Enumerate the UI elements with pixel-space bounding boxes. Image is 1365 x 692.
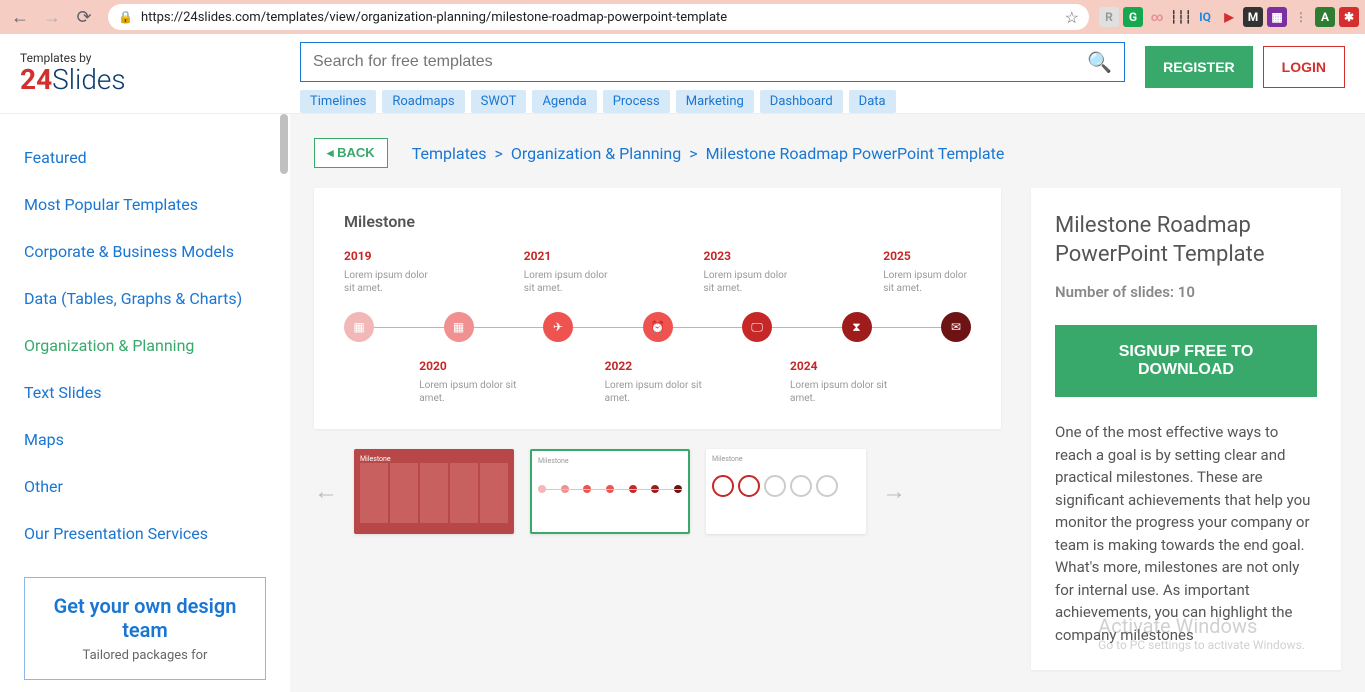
login-button[interactable]: LOGIN [1263, 46, 1345, 88]
timeline-dot: ✉ [941, 312, 971, 342]
sidebar: FeaturedMost Popular TemplatesCorporate … [0, 114, 290, 692]
extension-icon[interactable]: ┆┆┆ [1171, 7, 1191, 27]
back-button[interactable]: ◂ BACK [314, 138, 388, 168]
milestone-item: 2022Lorem ipsum dolor sit amet. [605, 359, 715, 405]
template-description: One of the most effective ways to reach … [1055, 421, 1317, 646]
search-icon[interactable]: 🔍 [1087, 50, 1112, 74]
extension-icon[interactable]: G [1123, 7, 1143, 27]
extension-icon[interactable]: ✱ [1339, 7, 1359, 27]
breadcrumb-category[interactable]: Organization & Planning [511, 144, 681, 163]
browser-chrome: ← → ⟳ 🔒 https://24slides.com/templates/v… [0, 0, 1365, 34]
search-input[interactable] [313, 53, 1087, 71]
search-tag[interactable]: Process [603, 90, 670, 113]
extension-icon[interactable]: R [1099, 7, 1119, 27]
extension-icon[interactable]: ∞ [1147, 7, 1167, 27]
main-content: ◂ BACK Templates > Organization & Planni… [290, 114, 1365, 692]
slide-count: Number of slides: 10 [1055, 283, 1317, 301]
top-row: ◂ BACK Templates > Organization & Planni… [314, 138, 1341, 168]
timeline-dot: ▦ [344, 312, 374, 342]
timeline-dot: ⧗ [842, 312, 872, 342]
slide-thumbnail[interactable]: Milestone [530, 449, 690, 534]
preview-column: Milestone 2019Lorem ipsum dolor sit amet… [314, 188, 1001, 670]
auth-buttons: REGISTER LOGIN [1145, 34, 1345, 88]
register-button[interactable]: REGISTER [1145, 46, 1253, 88]
lock-icon: 🔒 [118, 10, 133, 24]
extension-icon[interactable]: ▶ [1219, 7, 1239, 27]
breadcrumb: Templates > Organization & Planning > Mi… [412, 144, 1005, 163]
milestone-item: 2025Lorem ipsum dolor sit amet. [883, 249, 971, 295]
site-header: Templates by 24Slides 🔍 Timelines Roadmap… [0, 34, 1365, 114]
signup-download-button[interactable]: SIGNUP FREE TO DOWNLOAD [1055, 325, 1317, 397]
thumb-next[interactable]: → [882, 477, 906, 506]
search-tag[interactable]: Marketing [676, 90, 754, 113]
extension-icon[interactable]: M [1243, 7, 1263, 27]
content-row: Milestone 2019Lorem ipsum dolor sit amet… [314, 188, 1341, 670]
sidebar-item[interactable]: Most Popular Templates [24, 181, 266, 228]
page-body: FeaturedMost Popular TemplatesCorporate … [0, 114, 1365, 692]
extension-icon[interactable]: ▦ [1267, 7, 1287, 27]
slide-title: Milestone [344, 212, 971, 231]
milestone-item: 2024Lorem ipsum dolor sit amet. [790, 359, 900, 405]
cta-title: Get your own design team [41, 594, 249, 642]
search-tag[interactable]: Timelines [300, 90, 376, 113]
search-column: 🔍 Timelines Roadmaps SWOTAgenda Process Mark… [300, 34, 1125, 113]
search-tag[interactable]: SWOT [471, 90, 527, 113]
preview-slide: Milestone 2019Lorem ipsum dolor sit amet… [314, 188, 1001, 429]
back-arrow[interactable]: ← [6, 3, 34, 31]
breadcrumb-templates[interactable]: Templates [412, 144, 487, 163]
cta-subtitle: Tailored packages for [41, 648, 249, 663]
timeline-dot: ▦ [444, 312, 474, 342]
search-tag[interactable]: Dashboard [760, 90, 843, 113]
thumb-prev[interactable]: ← [314, 477, 338, 506]
cta-box[interactable]: Get your own design team Tailored packag… [24, 577, 266, 680]
sidebar-item[interactable]: Data (Tables, Graphs & Charts) [24, 275, 266, 322]
search-box[interactable]: 🔍 [300, 42, 1125, 82]
slide-thumbnail[interactable]: Milestone [706, 449, 866, 534]
timeline-dot: 🖵 [742, 312, 772, 342]
breadcrumb-current: Milestone Roadmap PowerPoint Template [706, 144, 1005, 163]
forward-arrow[interactable]: → [38, 3, 66, 31]
sidebar-item[interactable]: Other [24, 463, 266, 510]
extension-icon[interactable]: ⋮ [1291, 7, 1311, 27]
sidebar-item[interactable]: Maps [24, 416, 266, 463]
sidebar-item[interactable]: Organization & Planning [24, 322, 266, 369]
sidebar-item[interactable]: Our Presentation Services [24, 510, 266, 557]
sidebar-item[interactable]: Featured [24, 134, 266, 181]
slide-thumbnail[interactable]: Milestone [354, 449, 514, 534]
search-tag[interactable]: Agenda [532, 90, 596, 113]
milestone-item: 2020Lorem ipsum dolor sit amet. [419, 359, 529, 405]
sidebar-item[interactable]: Corporate & Business Models [24, 228, 266, 275]
extension-icon[interactable]: IQ [1195, 7, 1215, 27]
url-text: https://24slides.com/templates/view/orga… [141, 10, 1057, 25]
url-bar[interactable]: 🔒 https://24slides.com/templates/view/or… [108, 4, 1089, 30]
logo-main: 24Slides [20, 63, 280, 96]
timeline-dot: ⏰ [643, 312, 673, 342]
milestone-item: 2021Lorem ipsum dolor sit amet. [524, 249, 612, 295]
tag-row: Timelines Roadmaps SWOTAgenda Process Market… [300, 90, 1125, 113]
info-panel: Milestone Roadmap PowerPoint Template Nu… [1031, 188, 1341, 670]
milestone-item: 2023Lorem ipsum dolor sit amet. [703, 249, 791, 295]
sidebar-item[interactable]: Text Slides [24, 369, 266, 416]
extension-icon[interactable]: A [1315, 7, 1335, 27]
search-tag[interactable]: Data [849, 90, 896, 113]
bookmark-star-icon[interactable]: ☆ [1065, 8, 1079, 27]
milestone-item: 2019Lorem ipsum dolor sit amet. [344, 249, 432, 295]
template-title: Milestone Roadmap PowerPoint Template [1055, 212, 1317, 269]
search-tag[interactable]: Roadmaps [382, 90, 464, 113]
reload-button[interactable]: ⟳ [70, 3, 98, 31]
extension-icons: RG∞┆┆┆IQ▶M▦⋮A✱ [1099, 7, 1359, 27]
thumbnails-row: ← MilestoneMilestoneMilestone → [314, 449, 1001, 534]
timeline-dot: ✈ [543, 312, 573, 342]
logo[interactable]: Templates by 24Slides [20, 51, 280, 96]
sidebar-scrollbar[interactable] [280, 114, 288, 174]
